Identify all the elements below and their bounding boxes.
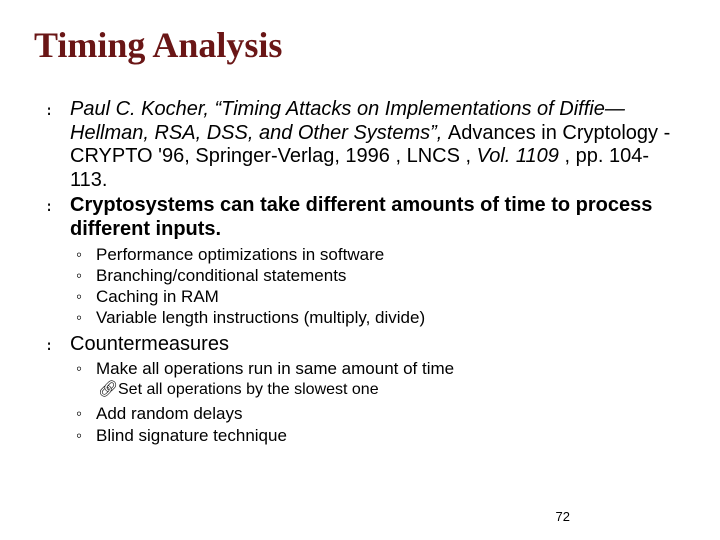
subbullet: ◦ Performance optimizations in software	[76, 244, 686, 265]
subbullet-text: Add random delays	[96, 403, 686, 424]
sublist-timing-causes: ◦ Performance optimizations in software …	[76, 244, 686, 329]
hollow-bullet-icon: ◦	[76, 425, 96, 446]
hollow-bullet-icon: ◦	[76, 286, 96, 307]
hollow-bullet-icon: ◦	[76, 244, 96, 265]
subbullet-text: Caching in RAM	[96, 286, 686, 307]
bullet-text: Cryptosystems can take different amounts…	[70, 194, 686, 241]
subsublist: 🔗︎ Set all operations by the slowest one	[98, 380, 686, 400]
bullet-icon: ։	[46, 333, 70, 356]
bullet-countermeasures: ։ Countermeasures	[46, 333, 686, 357]
bullet-reference: ։ Paul C. Kocher, “Timing Attacks on Imp…	[46, 98, 686, 192]
slide-body: ։ Paul C. Kocher, “Timing Attacks on Imp…	[46, 98, 686, 450]
hollow-bullet-icon: ◦	[76, 265, 96, 286]
subbullet: ◦ Branching/conditional statements	[76, 265, 686, 286]
subbullet: ◦ Variable length instructions (multiply…	[76, 307, 686, 328]
hollow-bullet-icon: ◦	[76, 403, 96, 424]
subbullet: ◦ Blind signature technique	[76, 425, 686, 446]
subbullet: ◦ Make all operations run in same amount…	[76, 358, 686, 379]
subsubbullet: 🔗︎ Set all operations by the slowest one	[98, 380, 686, 400]
subsubbullet-text: Set all operations by the slowest one	[118, 380, 686, 400]
slide: Timing Analysis ։ Paul C. Kocher, “Timin…	[0, 0, 720, 540]
subbullet-text: Blind signature technique	[96, 425, 686, 446]
bullet-text: Paul C. Kocher, “Timing Attacks on Imple…	[70, 98, 686, 192]
subbullet-text: Branching/conditional statements	[96, 265, 686, 286]
link-bullet-icon: 🔗︎	[98, 380, 118, 400]
slide-title: Timing Analysis	[34, 24, 282, 66]
subbullet: ◦ Caching in RAM	[76, 286, 686, 307]
ref-volume: Vol. 1109	[477, 145, 559, 167]
sublist-countermeasures: ◦ Make all operations run in same amount…	[76, 358, 686, 446]
hollow-bullet-icon: ◦	[76, 358, 96, 379]
subbullet-text: Variable length instructions (multiply, …	[96, 307, 686, 328]
subbullet-text: Make all operations run in same amount o…	[96, 358, 686, 379]
page-number: 72	[556, 509, 570, 524]
bullet-icon: ։	[46, 98, 70, 121]
subbullet: ◦ Add random delays	[76, 403, 686, 424]
bullet-cryptosystems: ։ Cryptosystems can take different amoun…	[46, 194, 686, 241]
bullet-text: Countermeasures	[70, 333, 686, 357]
bullet-icon: ։	[46, 194, 70, 217]
hollow-bullet-icon: ◦	[76, 307, 96, 328]
subbullet-text: Performance optimizations in software	[96, 244, 686, 265]
